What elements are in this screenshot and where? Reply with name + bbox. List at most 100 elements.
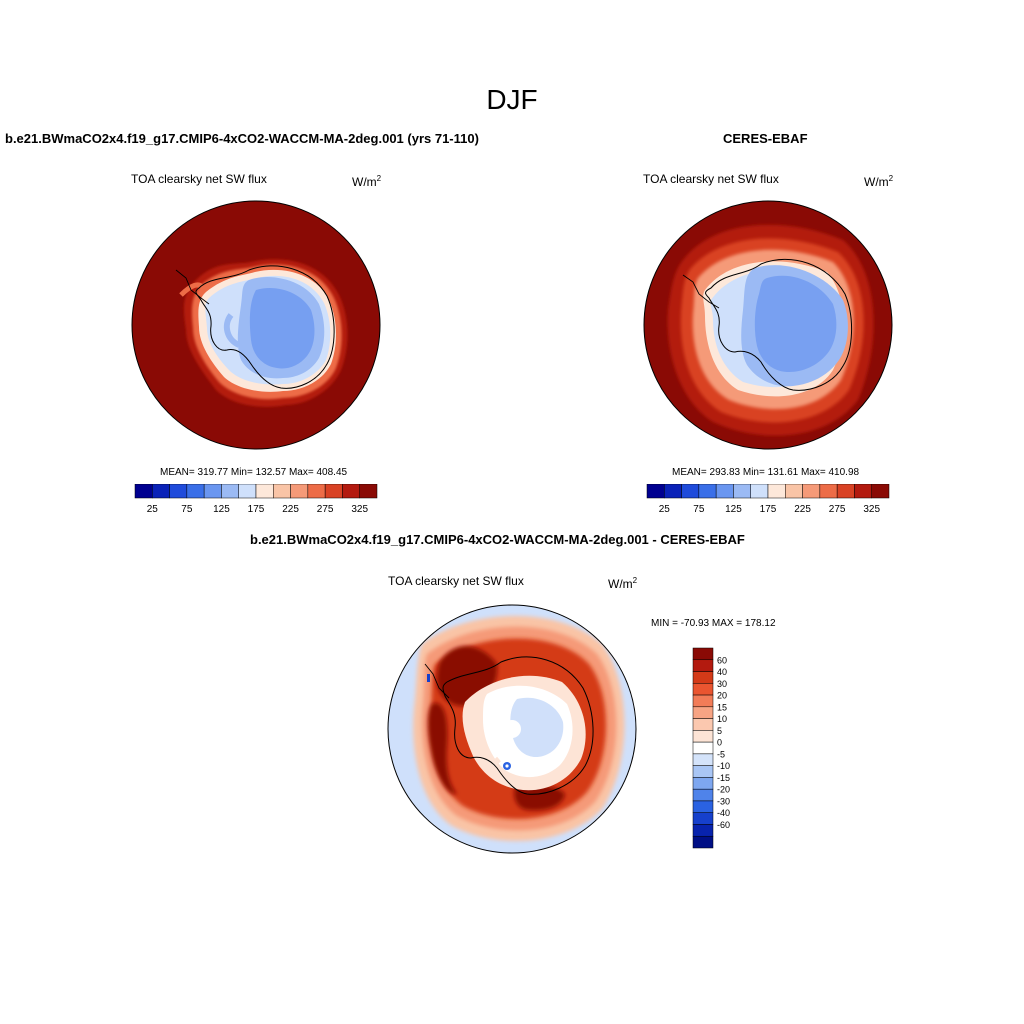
panel3-map xyxy=(387,604,637,854)
colorbar-swatch xyxy=(134,484,153,499)
colorbar-swatch xyxy=(273,484,291,499)
colorbar-swatch xyxy=(692,812,714,825)
colorbar-swatch xyxy=(767,484,786,499)
colorbar-swatch xyxy=(255,484,274,499)
colorbar-tick-label: 20 xyxy=(717,691,727,701)
panel1-case-title: b.e21.BWmaCO2x4.f19_g17.CMIP6-4xCO2-WACC… xyxy=(5,131,479,146)
colorbar-tick-label: 125 xyxy=(725,504,742,515)
colorbar-swatch xyxy=(692,683,714,696)
colorbar-swatch xyxy=(359,484,378,499)
colorbar-swatch xyxy=(692,659,714,672)
panel3-case-title: b.e21.BWmaCO2x4.f19_g17.CMIP6-4xCO2-WACC… xyxy=(250,532,745,547)
colorbar-swatch xyxy=(692,765,714,778)
colorbar-swatch xyxy=(692,706,714,719)
panel2-units: W/m2 xyxy=(864,174,894,189)
colorbar-tick-label: 10 xyxy=(717,714,727,724)
colorbar-tick-label: -30 xyxy=(717,796,730,806)
colorbar-tick-label: 275 xyxy=(317,504,334,515)
colorbar-swatch xyxy=(785,484,803,499)
colorbar-swatch xyxy=(169,484,188,499)
colorbar-swatch xyxy=(692,671,714,684)
colorbar-tick-label: 325 xyxy=(351,504,368,515)
panel2-variable-label: TOA clearsky net SW flux xyxy=(643,172,779,186)
colorbar-swatch xyxy=(221,484,239,499)
panel3-variable-label: TOA clearsky net SW flux xyxy=(388,574,524,588)
colorbar-swatch xyxy=(290,484,309,499)
figure-title: DJF xyxy=(486,84,538,115)
colorbar-swatch xyxy=(152,484,170,499)
panel3-stats: MIN = -70.93 MAX = 178.12 xyxy=(651,618,776,629)
colorbar-tick-label: 25 xyxy=(147,504,159,515)
colorbar-tick-label: 275 xyxy=(829,504,846,515)
colorbar-swatch xyxy=(324,484,343,499)
colorbar-swatch xyxy=(836,484,855,499)
colorbar-swatch xyxy=(715,484,734,499)
colorbar-swatch xyxy=(871,484,890,499)
colorbar-swatch xyxy=(692,835,714,849)
colorbar-swatch xyxy=(681,484,700,499)
colorbar-swatches xyxy=(692,647,714,849)
colorbar-swatch xyxy=(802,484,821,499)
colorbar-tick-label: -60 xyxy=(717,820,730,830)
colorbar-tick-label: -15 xyxy=(717,773,730,783)
colorbar-tick-label: 125 xyxy=(213,504,230,515)
colorbar-swatch xyxy=(692,788,714,802)
colorbar-swatch xyxy=(692,718,714,731)
panel3-units: W/m2 xyxy=(608,576,638,591)
colorbar-tick-label: 5 xyxy=(717,726,722,736)
panel1-stats: MEAN= 319.77 Min= 132.57 Max= 408.45 xyxy=(160,467,348,478)
colorbar-swatch xyxy=(692,741,714,755)
colorbar-tick-label: 25 xyxy=(659,504,671,515)
panel1-map xyxy=(131,200,381,450)
colorbar-tick-label: 325 xyxy=(863,504,880,515)
colorbar-swatch xyxy=(692,647,714,661)
colorbar-tick-label: 175 xyxy=(248,504,265,515)
colorbar-tick-label: -40 xyxy=(717,808,730,818)
colorbar-tick-label: 40 xyxy=(717,667,727,677)
colorbar-swatch xyxy=(819,484,838,499)
colorbar-tick-label: -10 xyxy=(717,761,730,771)
colorbar-tick-label: 0 xyxy=(717,738,722,748)
panel1-colorbar: 2575125175225275325375 xyxy=(134,484,378,515)
colorbar-tick-label: 75 xyxy=(181,504,193,515)
colorbar-tick-label: 225 xyxy=(794,504,811,515)
panel2-case-title: CERES-EBAF xyxy=(723,131,808,146)
colorbar-labels: 2575125175225275325375 xyxy=(147,504,369,515)
panel2-map xyxy=(643,200,893,450)
colorbar-tick-label: 75 xyxy=(693,504,705,515)
colorbar-swatch xyxy=(238,484,257,499)
colorbar-swatch xyxy=(203,484,222,499)
colorbar-swatch xyxy=(692,753,714,766)
colorbar-tick-label: -20 xyxy=(717,785,730,795)
colorbar-swatches xyxy=(646,484,890,499)
colorbar-swatch xyxy=(692,777,714,790)
panel1-variable-label: TOA clearsky net SW flux xyxy=(131,172,267,186)
colorbar-swatch xyxy=(733,484,751,499)
colorbar-swatch xyxy=(692,694,714,708)
colorbar-swatches xyxy=(134,484,378,499)
colorbar-tick-label: 225 xyxy=(282,504,299,515)
colorbar-tick-label: 15 xyxy=(717,702,727,712)
colorbar-swatch xyxy=(750,484,769,499)
panel2-colorbar: 2575125175225275325375 xyxy=(646,484,890,515)
colorbar-labels: 2575125175225275325375 xyxy=(659,504,881,515)
panel2-stats: MEAN= 293.83 Min= 131.61 Max= 410.98 xyxy=(672,467,860,478)
colorbar-tick-label: 30 xyxy=(717,679,727,689)
colorbar-tick-label: 175 xyxy=(760,504,777,515)
colorbar-swatch xyxy=(307,484,326,499)
colorbar-swatch xyxy=(186,484,205,499)
colorbar-swatch xyxy=(698,484,717,499)
colorbar-swatch xyxy=(854,484,872,499)
colorbar-swatch xyxy=(692,824,714,837)
colorbar-swatch xyxy=(692,800,714,813)
panel1-units: W/m2 xyxy=(352,174,382,189)
colorbar-swatch xyxy=(342,484,360,499)
colorbar-swatch xyxy=(664,484,682,499)
colorbar-swatch xyxy=(692,730,714,743)
colorbar-swatch xyxy=(646,484,665,499)
colorbar-tick-label: 60 xyxy=(717,655,727,665)
colorbar-tick-label: -5 xyxy=(717,749,725,759)
